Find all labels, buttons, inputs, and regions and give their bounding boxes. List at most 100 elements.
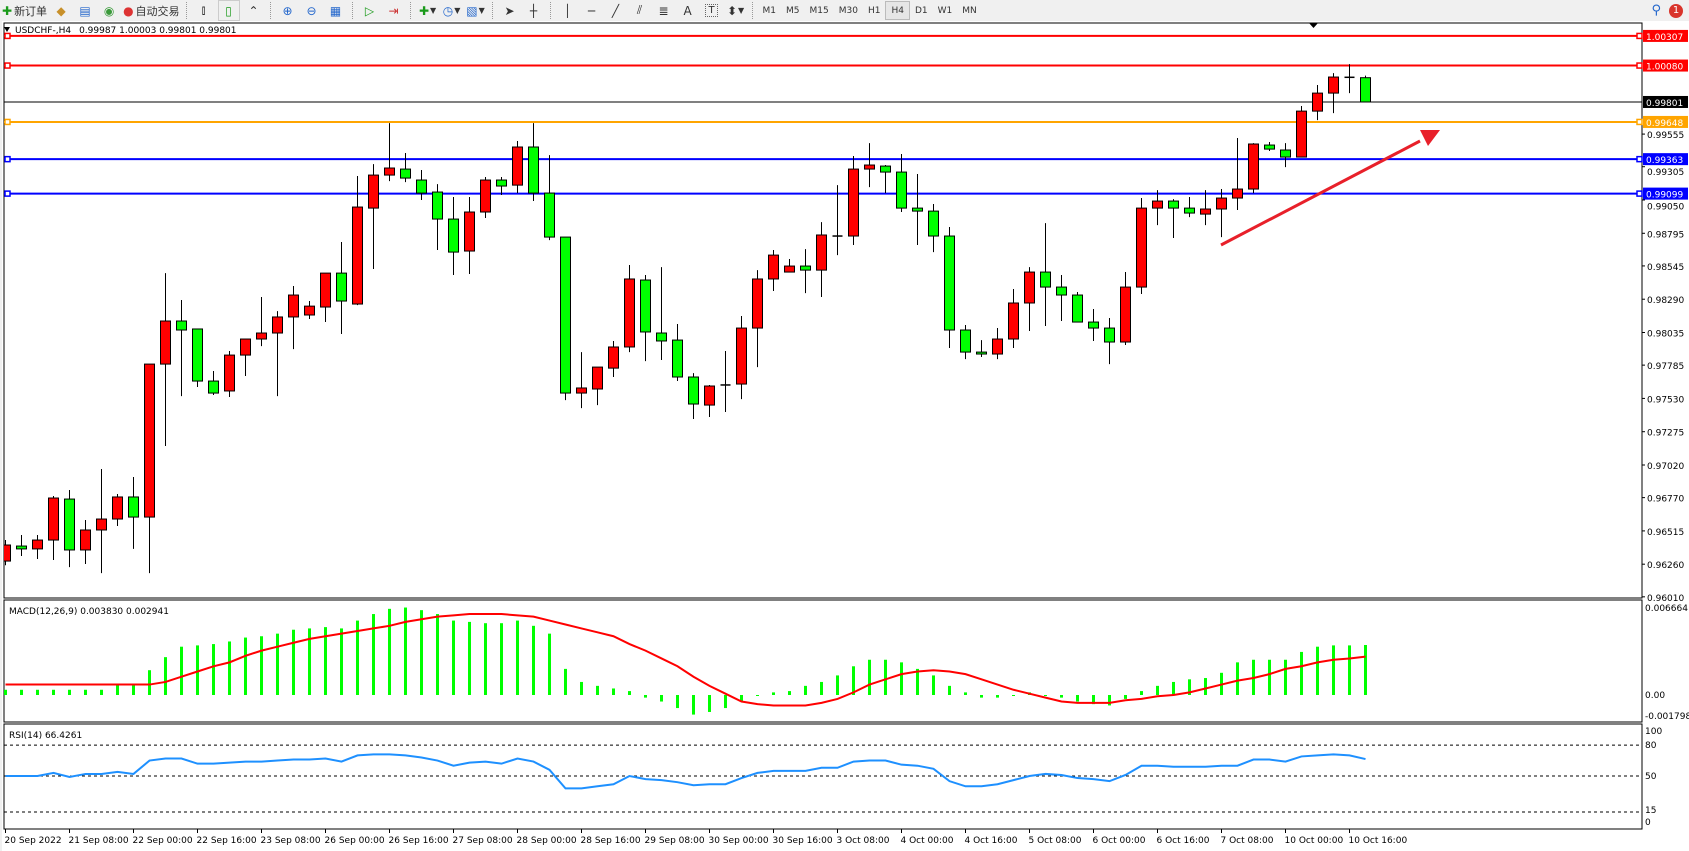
crosshair-button[interactable]: ┼ [524,1,544,20]
dropdown-arrow-icon: ▼ [738,6,745,15]
notification-badge[interactable]: 1 [1669,3,1683,18]
meta-editor-button[interactable]: ◆ [51,1,71,20]
candle [144,363,155,574]
macd-histogram-bar [996,695,999,698]
level-handle[interactable] [1636,62,1643,69]
macd-histogram-bar [420,610,423,695]
text-button[interactable]: A [678,1,698,20]
periodicity-button[interactable]: ◷ ▼ [442,1,462,20]
chart-shift-button[interactable]: ⇥ [384,1,404,20]
candle-body [144,363,155,518]
indicators-button[interactable]: ✚ ▼ [418,1,438,20]
arrows-button[interactable]: ⬍ ▼ [726,1,746,20]
cursor-button[interactable]: ➤ [500,1,520,20]
templates-button[interactable]: ▧ ▼ [466,1,486,20]
candle [1120,272,1131,346]
line-chart-button[interactable]: ⌃ [244,1,264,20]
level-handle[interactable] [4,118,11,126]
candle [336,242,347,335]
level-price-tag [1643,153,1688,166]
time-label: 22 Sep 16:00 [197,836,257,846]
period-m5[interactable]: M5 [786,5,800,16]
candle-body [448,218,459,253]
period-mn[interactable]: MN [962,5,977,16]
level-handle[interactable] [1636,118,1643,126]
price-tick-label: 0.97020 [1647,462,1684,472]
macd-histogram-bar [1236,662,1239,695]
zoom-in-button[interactable]: ⊕ [278,1,298,20]
chart-shift-marker-icon[interactable] [1309,23,1318,28]
zoom-out-button[interactable]: ⊖ [302,1,322,20]
candlesticks-button[interactable]: ▯ [217,0,240,21]
bar-chart-button[interactable]: ⫾ [194,1,214,20]
level-handle[interactable] [1636,190,1643,197]
candle-body [1264,144,1275,150]
candle-body [416,179,427,194]
period-m30[interactable]: M30 [838,5,858,16]
tile-windows-button[interactable]: ▦ [326,1,346,20]
equidistant-channel-button[interactable]: ⫽ [630,1,650,20]
period-m1[interactable]: M1 [762,5,777,16]
candle-body [16,545,27,550]
dropdown-arrow-icon: ▼ [478,6,485,15]
autotrading-button[interactable]: ● 自动交易 [123,1,179,20]
candle [896,154,907,213]
signals-button[interactable]: ◉ [99,1,119,20]
price-tick-label: 0.98795 [1647,230,1684,240]
candle [672,324,683,382]
trendline-button[interactable]: ╱ [606,1,626,20]
candle [560,236,571,401]
candle [128,476,139,549]
trend-arrow-line[interactable] [1220,139,1421,247]
level-handle[interactable] [4,62,11,69]
candle [960,325,971,360]
candle-body [1312,92,1323,112]
candle [704,384,715,417]
candle-body [656,332,667,342]
candle-body [1168,200,1179,209]
macd-histogram-bar [340,628,343,695]
macd-histogram-bar [548,633,551,695]
level-handle[interactable] [1636,32,1643,40]
price-tick-label: 0.98290 [1647,296,1684,306]
level-handle[interactable] [4,155,11,163]
fibonacci-button[interactable]: ≣ [654,1,674,20]
macd-histogram-bar [932,675,935,695]
candle [816,222,827,297]
period-m15[interactable]: M15 [809,5,829,16]
dropdown-arrow-icon: ▼ [454,6,461,15]
candle [4,540,11,566]
level-handle[interactable] [4,32,11,40]
candle [448,197,459,276]
period-h4[interactable]: H4 [885,1,910,20]
new-order-button[interactable]: ✚ 新订单 [2,1,47,20]
price-tick-label: 0.99305 [1647,168,1684,178]
horizontal-line-button[interactable]: ─ [582,1,602,20]
level-handle[interactable] [1636,155,1643,163]
level-handle[interactable] [4,190,11,197]
vertical-line-button[interactable]: │ [558,1,578,20]
period-h1[interactable]: H1 [867,5,881,16]
time-label: 26 Sep 00:00 [325,836,385,846]
period-w1[interactable]: W1 [937,5,953,16]
macd-histogram-bar [244,637,247,695]
macd-pane [3,599,1643,723]
macd-histogram-bar [36,689,39,695]
candle-body [1136,207,1147,288]
auto-scroll-button[interactable]: ▷ [360,1,380,20]
macd-histogram-bar [1140,691,1143,695]
macd-tick-label: 0.006664 [1645,604,1688,614]
collapse-triangle-icon[interactable] [4,27,10,32]
candle [432,184,443,250]
history-center-button[interactable]: ▤ [75,1,95,20]
rsi-tick-label: 80 [1645,741,1657,751]
search-icon[interactable]: ⚲ [1651,3,1661,18]
candle-body [320,272,331,308]
macd-histogram-bar [852,666,855,695]
right-tools: ⚲ 1 [1651,0,1683,21]
macd-histogram-bar [788,691,791,695]
macd-histogram-bar [948,685,951,695]
text-label-button[interactable]: T [702,1,722,20]
period-d1[interactable]: D1 [914,5,928,16]
